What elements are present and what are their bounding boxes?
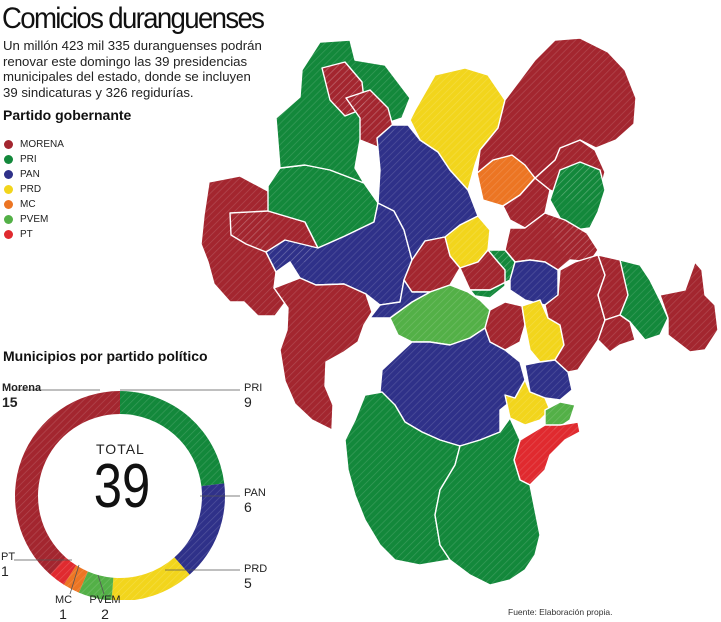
donut-label-pan-name: PAN (244, 487, 266, 499)
legend-label-pan: PAN (20, 169, 40, 180)
donut-label-pan: PAN 6 (244, 487, 266, 515)
page-title: Comicios duranguenses (2, 2, 265, 35)
legend-item-mc: MC (4, 197, 64, 212)
donut-label-prd-name: PRD (244, 563, 268, 575)
donut-label-morena: Morena 15 (2, 382, 41, 410)
legend-label-prd: PRD (20, 184, 42, 195)
legend-swatch-mc (4, 200, 13, 209)
leader-pvem (97, 574, 105, 595)
donut-label-prd: PRD 5 (244, 563, 267, 591)
legend-swatch-pt (4, 230, 13, 239)
donut-label-pvem: PVEM 2 (85, 594, 125, 622)
legend-swatch-pan (4, 170, 13, 179)
donut-label-pvem-name: PVEM (89, 594, 121, 606)
legend-item-pri: PRI (4, 152, 64, 167)
legend-item-pan: PAN (4, 167, 64, 182)
legend-title: Partido gobernante (3, 107, 132, 123)
donut-label-pan-count: 6 (244, 499, 252, 515)
donut-label-prd-count: 5 (244, 575, 252, 591)
source-note: Fuente: Elaboración propia. (508, 607, 613, 617)
donut-label-mc: MC 1 (55, 594, 73, 622)
legend-swatch-pvem (4, 215, 13, 224)
donut-label-pt-count: 1 (1, 563, 9, 579)
party-donut-chart (12, 389, 240, 600)
legend-label-pvem: PVEM (20, 214, 49, 225)
legend-label-mc: MC (20, 199, 36, 210)
leader-mc (69, 564, 80, 595)
durango-map (200, 37, 719, 586)
party-legend: MORENA PRI PAN PRD MC PVEM PT (4, 137, 64, 242)
donut-title: Municipios por partido político (3, 348, 208, 364)
legend-swatch-prd (4, 185, 13, 194)
donut-label-pt-name: PT (1, 551, 16, 563)
legend-item-pt: PT (4, 227, 64, 242)
legend-label-morena: MORENA (20, 139, 64, 150)
legend-swatch-morena (4, 140, 13, 149)
donut-label-pri: PRI 9 (244, 382, 262, 410)
donut-label-pri-count: 9 (244, 394, 252, 410)
intro-text: Un millón 423 mil 335 duranguenses podrá… (3, 38, 262, 100)
donut-label-morena-count: 15 (2, 394, 18, 410)
legend-item-prd: PRD (4, 182, 64, 197)
donut-label-morena-name: Morena (2, 382, 42, 394)
donut-label-pri-name: PRI (244, 382, 263, 394)
legend-swatch-pri (4, 155, 13, 164)
donut-label-mc-name: MC (55, 594, 73, 606)
total-value: 39 (93, 452, 151, 521)
legend-item-morena: MORENA (4, 137, 64, 152)
total-label: TOTAL (96, 441, 145, 457)
donut-label-mc-count: 1 (59, 606, 67, 622)
legend-label-pri: PRI (20, 154, 37, 165)
donut-label-pvem-count: 2 (101, 606, 109, 622)
legend-label-pt: PT (20, 229, 33, 240)
legend-item-pvem: PVEM (4, 212, 64, 227)
donut-label-pt: PT 1 (1, 551, 15, 579)
